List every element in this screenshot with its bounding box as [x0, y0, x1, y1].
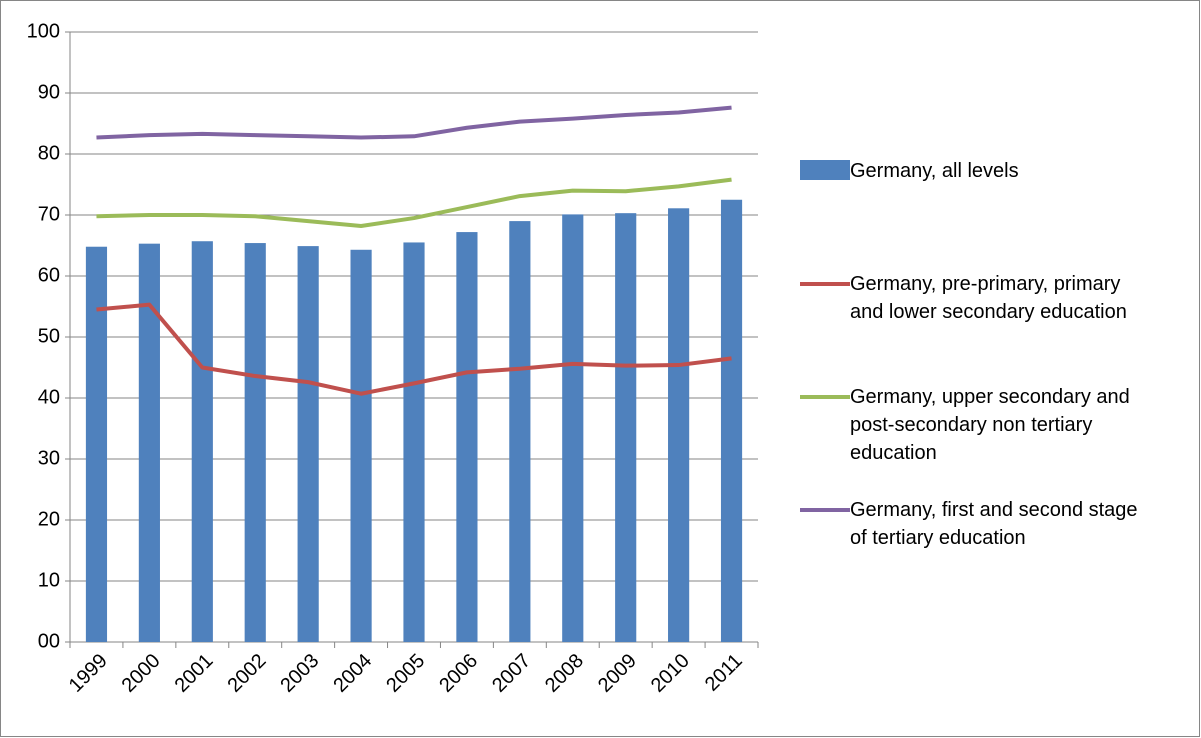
legend-entry: Germany, first and second stage of terti…: [800, 496, 1190, 552]
y-tick-label: 60: [38, 264, 60, 286]
bar: [668, 208, 690, 643]
y-tick-label: 70: [38, 203, 60, 225]
bar: [615, 213, 637, 643]
legend-swatch: [800, 157, 850, 183]
y-tick-label: 10: [38, 569, 60, 591]
bar: [138, 243, 160, 643]
legend-marker: [800, 282, 850, 286]
bar: [562, 214, 584, 642]
legend-entry: Germany, pre-primary, primary and lower …: [800, 270, 1190, 326]
bar: [509, 221, 531, 642]
y-tick-label: 20: [38, 508, 60, 530]
bar: [85, 246, 108, 642]
y-tick-label: 00: [38, 630, 60, 652]
legend-entry: Germany, upper secondary and post-second…: [800, 383, 1190, 467]
bar: [297, 246, 319, 643]
legend-swatch: [800, 496, 850, 522]
bar: [191, 241, 213, 643]
y-tick-label: 90: [38, 81, 60, 103]
legend-marker: [800, 508, 850, 512]
line-series: [96, 177, 732, 228]
bar: [403, 242, 425, 642]
y-tick-label: 80: [38, 142, 60, 164]
legend-label: Germany, first and second stage of terti…: [850, 499, 1138, 549]
line-series: [96, 302, 732, 396]
line-series: [96, 105, 732, 140]
legend-swatch: [800, 270, 850, 296]
legend-swatch: [800, 383, 850, 409]
bar: [244, 243, 266, 642]
legend-label: Germany, all levels: [850, 160, 1019, 182]
bar: [456, 232, 478, 642]
bar: [350, 249, 372, 642]
legend-marker: [800, 395, 850, 399]
y-tick-label: 100: [27, 20, 60, 42]
legend-marker: [800, 160, 850, 180]
legend-label: Germany, upper secondary and post-second…: [850, 386, 1130, 464]
legend-entry: Germany, all levels: [800, 157, 1190, 185]
y-tick-label: 30: [38, 447, 60, 469]
bar: [720, 199, 743, 642]
legend-label: Germany, pre-primary, primary and lower …: [850, 273, 1127, 323]
y-tick-label: 50: [38, 325, 60, 347]
y-tick-label: 40: [38, 386, 60, 408]
